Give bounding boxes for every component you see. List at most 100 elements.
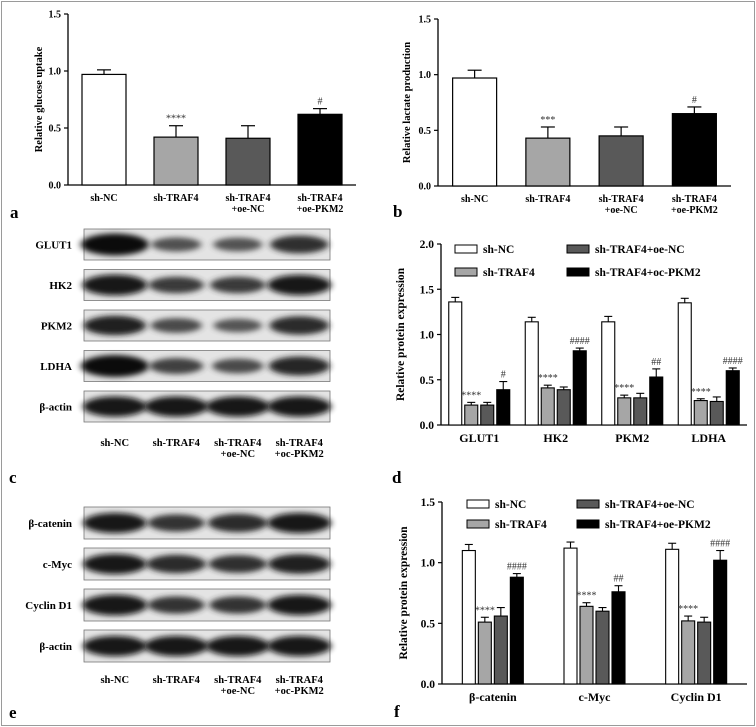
bar <box>153 136 199 186</box>
bar <box>579 605 594 685</box>
significance-mark: #### <box>507 562 527 573</box>
blot-row-label: GLUT1 <box>35 240 72 252</box>
x-tick-label-line-2: +oe-NC <box>232 204 265 215</box>
blot-band <box>148 276 204 294</box>
bar <box>633 397 648 426</box>
blot-band <box>209 596 267 614</box>
y-tick-label: 0.0 <box>419 182 432 193</box>
x-tick-label: sh-TRAF4 <box>153 193 198 204</box>
significance-mark: *** <box>540 115 555 126</box>
significance-mark: **** <box>538 373 558 384</box>
blot-row-label: c-Myc <box>43 559 72 571</box>
blot-band <box>82 635 147 657</box>
bar <box>493 615 508 685</box>
lane-label: sh-NC <box>100 675 129 686</box>
x-tick-label-line-1: sh-TRAF4 <box>297 193 342 204</box>
blot-band <box>83 315 146 336</box>
bar <box>480 404 495 426</box>
lane-label: sh-TRAF4 <box>153 675 201 686</box>
blot-band <box>213 318 262 333</box>
panel-letter: a <box>10 203 19 222</box>
y-tick-label: 0.5 <box>419 126 432 137</box>
blot-band <box>213 237 263 252</box>
legend-label: sh-NC <box>483 244 514 256</box>
bar <box>677 302 692 426</box>
x-tick-label-line-2: +oe-PKM2 <box>671 205 718 216</box>
blot-band <box>267 512 332 534</box>
y-tick-label: 2.0 <box>420 239 435 251</box>
bar <box>693 400 708 426</box>
y-axis-label: Relative protein expression <box>398 526 410 660</box>
bar <box>477 621 492 685</box>
legend-label: sh-TRAF4 <box>483 267 535 279</box>
blot-band <box>82 274 148 296</box>
blot-band <box>205 396 270 417</box>
significance-mark: **** <box>614 383 634 394</box>
lane-label-line-1: sh-TRAF4 <box>214 438 262 449</box>
y-tick-label: 1.0 <box>49 67 62 78</box>
bar <box>225 137 271 186</box>
significance-mark: ## <box>651 357 661 368</box>
y-axis-label: Relative glucose uptake <box>34 46 45 152</box>
x-tick-label: LDHA <box>691 431 726 445</box>
blot-band <box>267 396 332 417</box>
blot-band <box>210 276 266 294</box>
panel-letter: c <box>9 468 17 487</box>
bar <box>524 321 539 426</box>
y-tick-label: 0.5 <box>49 124 62 135</box>
bar <box>563 547 578 685</box>
bar <box>525 137 571 187</box>
blot-band <box>208 555 267 573</box>
legend-swatch <box>466 519 490 529</box>
blot-row-label: LDHA <box>40 361 72 373</box>
bar <box>496 389 511 426</box>
significance-mark: # <box>692 95 697 106</box>
lane-label-line-2: +oe-NC <box>220 449 255 460</box>
bar <box>713 559 728 685</box>
bar <box>572 350 587 426</box>
y-tick-label: 1.5 <box>420 284 435 296</box>
significance-mark: **** <box>577 591 597 602</box>
lane-label-line-2: +oc-PKM2 <box>275 449 324 460</box>
y-tick-label: 0.0 <box>49 181 62 192</box>
blot-band <box>151 237 202 252</box>
x-tick-label-line-1: sh-TRAF4 <box>599 194 644 205</box>
blot-band <box>207 513 268 533</box>
bar <box>709 400 724 426</box>
significance-mark: # <box>318 97 323 108</box>
panel-c: GLUT1 HK2 PKM2 LDHA β-actin sh-NC sh-TRAF4 sh-T… <box>9 228 332 487</box>
lane-label-line-1: sh-TRAF4 <box>214 675 262 686</box>
x-tick-label: PKM2 <box>615 431 649 445</box>
x-tick-label: sh-NC <box>461 194 488 205</box>
blot-band <box>144 396 209 417</box>
significance-mark: **** <box>166 114 186 125</box>
blot-band <box>268 356 330 376</box>
blot-band <box>146 554 207 574</box>
bar <box>697 621 712 685</box>
legend-swatch <box>576 499 600 509</box>
panel-a: 0.0 0.5 1.0 1.5 Relative glucose uptake sh-NC… <box>10 10 356 222</box>
bar <box>649 376 664 426</box>
x-tick-label-line-1: sh-TRAF4 <box>672 194 717 205</box>
blot-band <box>82 553 147 575</box>
legend-label: sh-TRAF4+oe-NC <box>595 244 685 256</box>
x-tick-label: β-catenin <box>469 690 517 704</box>
panel-e: β-catenin c-Myc Cyclin D1 β-actin sh-NC sh-TR… <box>9 506 332 722</box>
bar <box>725 370 740 426</box>
x-tick-label-line-2: +oe-NC <box>605 205 638 216</box>
bar <box>81 73 127 186</box>
bar <box>595 610 610 685</box>
bar <box>617 397 632 426</box>
x-tick-label: GLUT1 <box>459 431 499 445</box>
blot-band <box>269 316 330 335</box>
x-tick-label: c-Myc <box>579 690 612 704</box>
blot-band <box>150 318 202 333</box>
y-tick-label: 1.5 <box>419 15 432 26</box>
blot-band <box>267 594 332 616</box>
blot-row-label: PKM2 <box>41 321 73 333</box>
bar <box>452 77 498 187</box>
bar <box>671 113 717 187</box>
blot-band <box>147 596 205 614</box>
y-tick-label: 0.0 <box>421 679 436 691</box>
